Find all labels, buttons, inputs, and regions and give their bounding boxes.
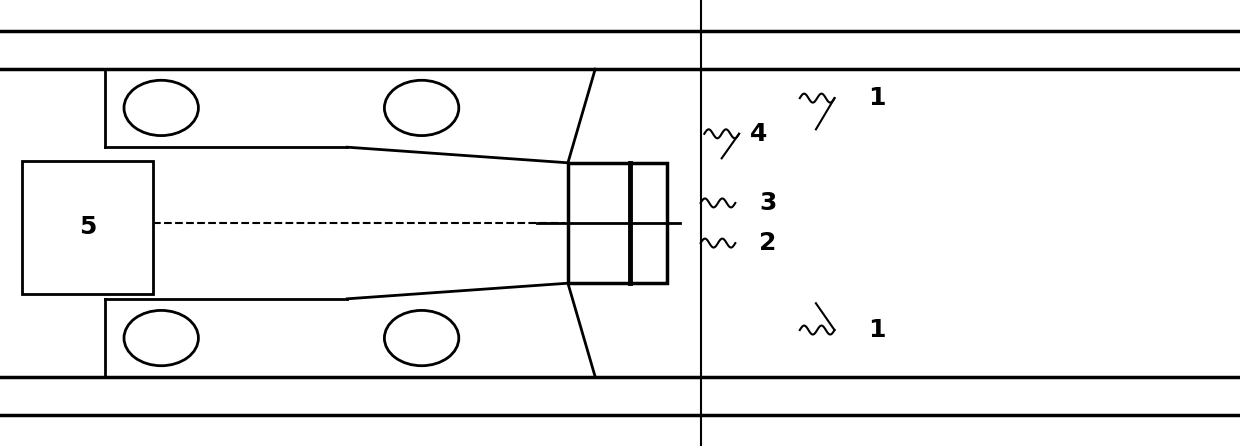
Ellipse shape xyxy=(384,310,459,366)
Ellipse shape xyxy=(124,310,198,366)
Bar xyxy=(22,161,153,294)
Text: 5: 5 xyxy=(78,215,97,240)
Text: 4: 4 xyxy=(750,122,768,146)
Ellipse shape xyxy=(384,80,459,136)
Text: 1: 1 xyxy=(868,318,885,342)
Bar xyxy=(568,163,667,283)
Text: 1: 1 xyxy=(868,86,885,110)
Text: 3: 3 xyxy=(759,191,776,215)
Text: 2: 2 xyxy=(759,231,776,255)
Ellipse shape xyxy=(124,80,198,136)
